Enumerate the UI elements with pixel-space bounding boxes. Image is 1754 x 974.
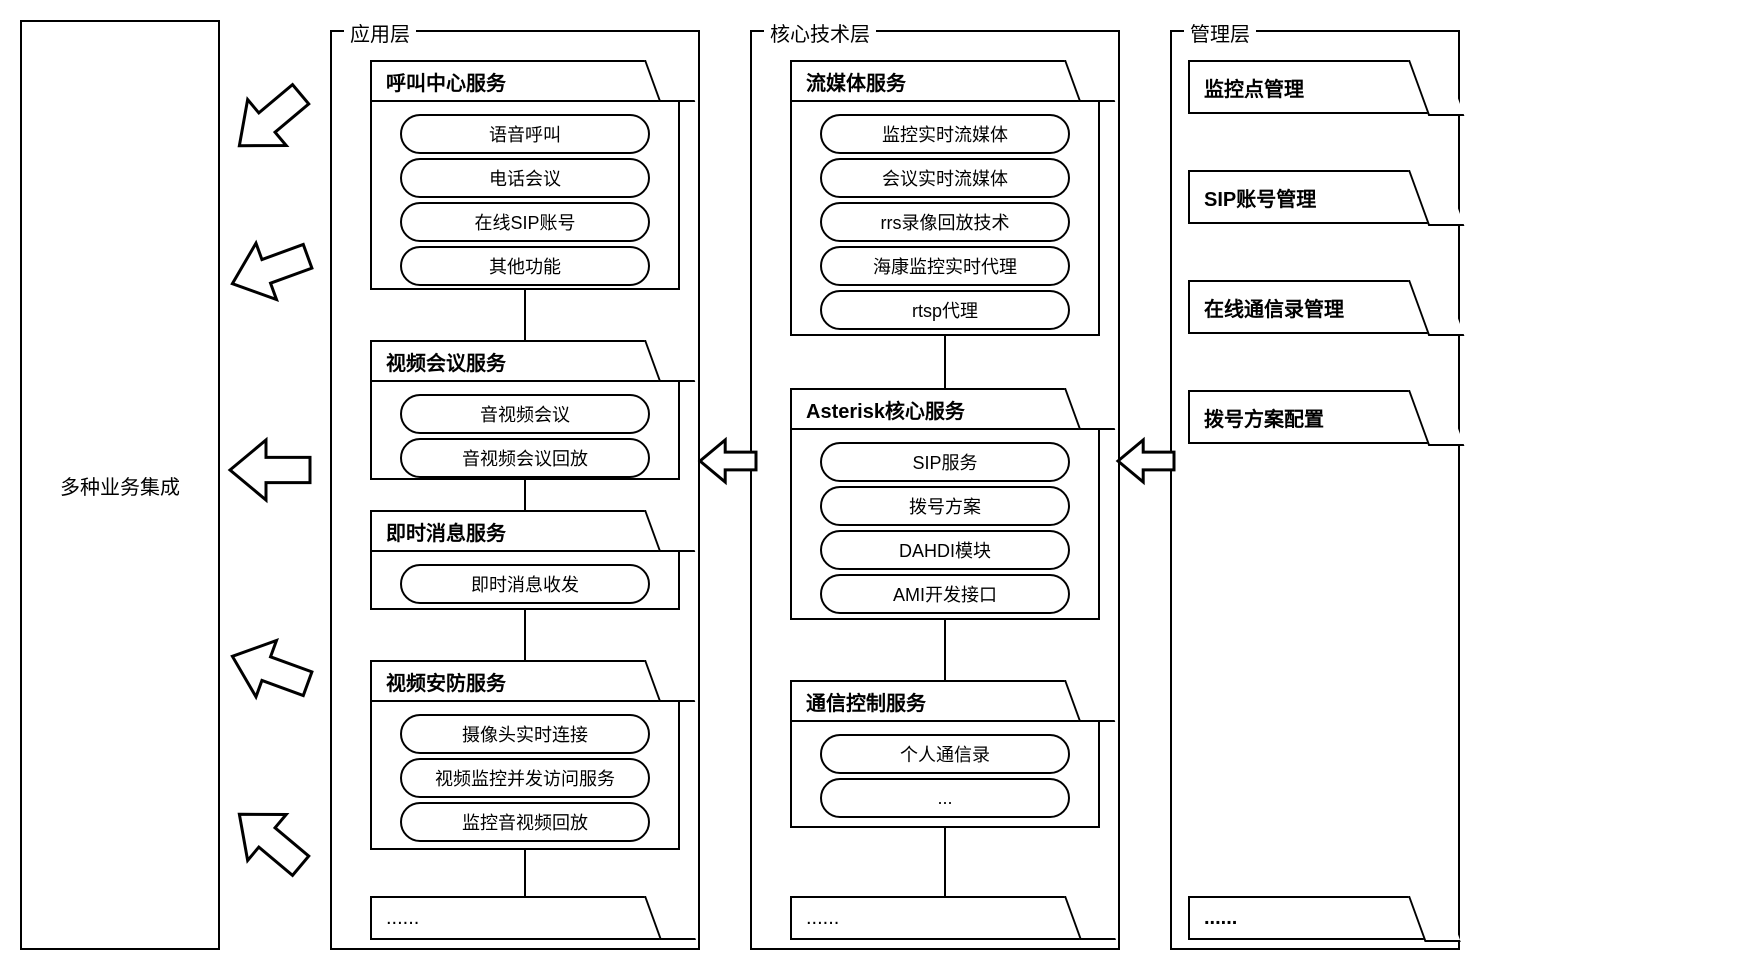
connector-line — [944, 620, 946, 680]
feature-pill: rrs录像回放技术 — [820, 202, 1070, 242]
core-service-box: 流媒体服务监控实时流媒体会议实时流媒体rrs录像回放技术海康监控实时代理rtsp… — [790, 60, 1100, 336]
app-service-box: 视频安防服务摄像头实时连接视频监控并发访问服务监控音视频回放 — [370, 660, 680, 850]
flow-arrow-icon — [1118, 440, 1174, 482]
connector-line — [524, 610, 526, 660]
feature-pill: 监控实时流媒体 — [820, 114, 1070, 154]
app-service-box: ...... — [370, 896, 680, 940]
connector-line — [524, 850, 526, 896]
core-service-box: Asterisk核心服务 SIP服务拨号方案DAHDI模块AMI开发接口 — [790, 388, 1100, 620]
service-header: 呼叫中心服务 — [372, 62, 678, 102]
integration-label: 多种业务集成 — [60, 471, 180, 500]
service-body: 监控实时流媒体会议实时流媒体rrs录像回放技术海康监控实时代理rtsp代理 — [792, 102, 1098, 346]
service-header: ...... — [372, 898, 678, 938]
service-title: 流媒体服务 — [806, 67, 906, 96]
column-title: 管理层 — [1184, 18, 1256, 47]
mgmt-label: 在线通信录管理 — [1204, 293, 1344, 322]
column-title: 核心技术层 — [764, 18, 876, 47]
service-body: 语音呼叫电话会议在线SIP账号其他功能 — [372, 102, 678, 302]
mgmt-label: 拨号方案配置 — [1204, 403, 1324, 432]
app-service-box: 视频会议服务音视频会议音视频会议回放 — [370, 340, 680, 480]
core-service-box: ...... — [790, 896, 1100, 940]
integration-box: 多种业务集成 — [20, 20, 220, 950]
mgmt-label: SIP账号管理 — [1204, 183, 1316, 212]
feature-pill: 语音呼叫 — [400, 114, 650, 154]
service-title: Asterisk核心服务 — [806, 395, 965, 424]
column-mgmt: 管理层 — [1170, 30, 1460, 950]
feature-pill: 会议实时流媒体 — [820, 158, 1070, 198]
service-title: ...... — [806, 907, 839, 930]
feature-pill: 电话会议 — [400, 158, 650, 198]
feature-pill: rtsp代理 — [820, 290, 1070, 330]
service-body: SIP服务拨号方案DAHDI模块AMI开发接口 — [792, 430, 1098, 630]
mgmt-item: SIP账号管理 — [1188, 170, 1444, 224]
flow-arrow-icon — [220, 71, 320, 168]
feature-pill: 摄像头实时连接 — [400, 714, 650, 754]
mgmt-label: 监控点管理 — [1204, 73, 1304, 102]
flow-arrow-icon — [222, 228, 318, 312]
feature-pill: 即时消息收发 — [400, 564, 650, 604]
flow-arrow-icon — [220, 791, 320, 888]
flow-arrow-icon — [222, 628, 318, 712]
service-header: 视频安防服务 — [372, 662, 678, 702]
mgmt-item: ...... — [1188, 896, 1444, 940]
mgmt-item: 监控点管理 — [1188, 60, 1444, 114]
feature-pill: ... — [820, 778, 1070, 818]
connector-line — [524, 290, 526, 340]
service-title: 呼叫中心服务 — [386, 67, 506, 96]
service-header: Asterisk核心服务 — [792, 390, 1098, 430]
service-header: ...... — [792, 898, 1098, 938]
feature-pill: DAHDI模块 — [820, 530, 1070, 570]
feature-pill: 在线SIP账号 — [400, 202, 650, 242]
app-service-box: 呼叫中心服务语音呼叫电话会议在线SIP账号其他功能 — [370, 60, 680, 290]
service-body: 个人通信录... — [792, 722, 1098, 834]
mgmt-label: ...... — [1204, 907, 1237, 930]
service-body: 音视频会议音视频会议回放 — [372, 382, 678, 494]
service-header: 流媒体服务 — [792, 62, 1098, 102]
service-title: 即时消息服务 — [386, 517, 506, 546]
feature-pill: 其他功能 — [400, 246, 650, 286]
mgmt-item: 拨号方案配置 — [1188, 390, 1444, 444]
connector-line — [944, 828, 946, 896]
mgmt-item: 在线通信录管理 — [1188, 280, 1444, 334]
column-title: 应用层 — [344, 18, 416, 47]
feature-pill: AMI开发接口 — [820, 574, 1070, 614]
service-header: 通信控制服务 — [792, 682, 1098, 722]
service-title: 通信控制服务 — [806, 687, 926, 716]
feature-pill: 海康监控实时代理 — [820, 246, 1070, 286]
service-header: 即时消息服务 — [372, 512, 678, 552]
app-service-box: 即时消息服务即时消息收发 — [370, 510, 680, 610]
architecture-diagram: 多种业务集成应用层核心技术层管理层呼叫中心服务语音呼叫电话会议在线SIP账号其他… — [20, 20, 1734, 954]
core-service-box: 通信控制服务个人通信录... — [790, 680, 1100, 828]
feature-pill: 音视频会议回放 — [400, 438, 650, 478]
service-title: 视频安防服务 — [386, 667, 506, 696]
feature-pill: SIP服务 — [820, 442, 1070, 482]
service-title: 视频会议服务 — [386, 347, 506, 376]
feature-pill: 监控音视频回放 — [400, 802, 650, 842]
feature-pill: 拨号方案 — [820, 486, 1070, 526]
feature-pill: 个人通信录 — [820, 734, 1070, 774]
feature-pill: 视频监控并发访问服务 — [400, 758, 650, 798]
connector-line — [524, 480, 526, 510]
service-body: 摄像头实时连接视频监控并发访问服务监控音视频回放 — [372, 702, 678, 858]
flow-arrow-icon — [230, 440, 310, 500]
connector-line — [944, 336, 946, 388]
feature-pill: 音视频会议 — [400, 394, 650, 434]
service-header: 视频会议服务 — [372, 342, 678, 382]
flow-arrow-icon — [700, 440, 756, 482]
service-title: ...... — [386, 907, 419, 930]
